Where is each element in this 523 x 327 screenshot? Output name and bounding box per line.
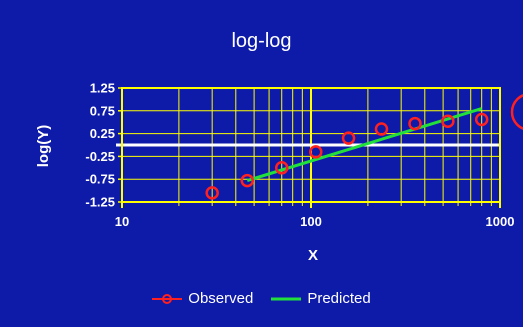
observed-point xyxy=(309,145,323,159)
y-tick-label: 0.25 xyxy=(90,126,115,141)
x-tick-label: 1000 xyxy=(486,214,515,229)
y-tick-label: -0.75 xyxy=(85,172,115,187)
observed-point xyxy=(240,173,255,188)
legend-observed-label: Observed xyxy=(188,290,254,307)
y-tick-label: 0.75 xyxy=(90,103,115,118)
observed-point xyxy=(474,112,489,127)
x-tick-label: 100 xyxy=(300,214,322,229)
observed-point xyxy=(441,114,455,129)
x-axis-label: X xyxy=(308,247,318,264)
y-tick-label: -0.25 xyxy=(85,149,115,164)
partial-circle-decoration xyxy=(510,94,523,130)
observed-point xyxy=(274,161,289,175)
y-tick-label: -1.25 xyxy=(85,195,115,210)
legend-item-observed: Observed xyxy=(152,290,253,307)
legend-item-predicted: Predicted xyxy=(271,290,371,307)
observed-point xyxy=(341,131,356,145)
series-layer xyxy=(205,107,489,200)
legend-predicted-label: Predicted xyxy=(307,290,371,307)
y-tick-label: 1.25 xyxy=(90,81,115,96)
grid-layer xyxy=(116,87,501,203)
x-tick-label: 10 xyxy=(115,214,129,229)
observed-point xyxy=(408,116,422,131)
legend: Observed Predicted xyxy=(0,290,523,307)
chart-title: log-log xyxy=(231,30,292,52)
observed-point xyxy=(205,186,219,200)
legend-predicted-swatch xyxy=(271,297,302,300)
y-axis-label: log(Y) xyxy=(35,125,52,168)
legend-observed-swatch xyxy=(152,293,183,304)
observed-point xyxy=(374,122,389,136)
